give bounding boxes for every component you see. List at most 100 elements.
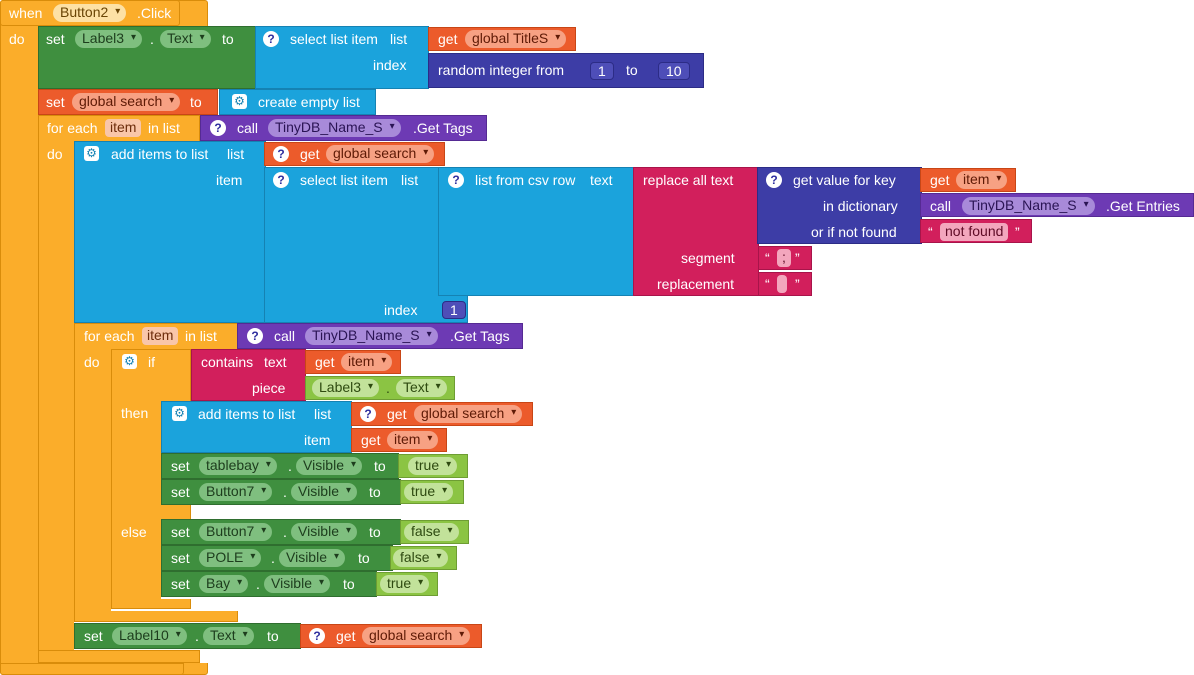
replacement-socket-label: replacement — [657, 276, 735, 292]
index-socket-label: index — [373, 57, 407, 73]
property-dropdown-text[interactable]: Text — [160, 30, 211, 48]
in-dictionary-label: in dictionary — [823, 198, 898, 214]
select-list-item-label: select list item — [300, 172, 388, 188]
set-tablebay-visible-block[interactable] — [161, 453, 399, 479]
dot-separator: . — [271, 550, 275, 566]
method-label-get-tags: .Get Tags — [413, 120, 473, 136]
property-dropdown-text[interactable]: Text — [396, 379, 447, 397]
call-keyword: call — [237, 120, 259, 136]
question-icon[interactable]: ? — [448, 172, 464, 188]
select-list-item-block[interactable] — [255, 26, 429, 89]
to-keyword: to — [369, 524, 381, 540]
method-label-get-entries: .Get Entries — [1106, 198, 1180, 214]
property-dropdown-visible[interactable]: Visible — [296, 457, 362, 475]
property-dropdown-visible[interactable]: Visible — [291, 483, 357, 501]
question-icon[interactable]: ? — [273, 146, 289, 162]
create-empty-list-label: create empty list — [258, 94, 360, 110]
logic-value-dropdown[interactable]: true — [404, 483, 454, 501]
segment-string-value[interactable]: ; — [777, 249, 791, 267]
index-socket-label: index — [384, 302, 418, 318]
variable-dropdown-global-search[interactable]: global search — [414, 405, 523, 423]
component-dropdown-button7[interactable]: Button7 — [199, 523, 273, 541]
variable-dropdown-item[interactable]: item — [956, 171, 1008, 189]
csv-row-label: list from csv row — [475, 172, 576, 188]
replacement-string-value[interactable] — [777, 275, 787, 293]
component-dropdown-tablebay[interactable]: tablebay — [199, 457, 277, 475]
text-socket-label: text — [590, 172, 613, 188]
question-icon[interactable]: ? — [247, 328, 263, 344]
set-button7-visible-block[interactable] — [161, 519, 401, 545]
add-items-to-list-block-2[interactable] — [161, 401, 352, 453]
question-icon[interactable]: ? — [766, 172, 782, 188]
loop-1-footer-fill — [38, 650, 200, 663]
component-dropdown-bay[interactable]: Bay — [199, 575, 249, 593]
logic-value-dropdown[interactable]: true — [408, 457, 458, 475]
select-list-item-label: select list item — [290, 31, 378, 47]
call-keyword: call — [930, 198, 952, 214]
question-icon[interactable]: ? — [360, 406, 376, 422]
property-dropdown-visible[interactable]: Visible — [279, 549, 345, 567]
index-number[interactable]: 1 — [442, 301, 466, 319]
component-dropdown-label3[interactable]: Label3 — [75, 30, 143, 48]
not-found-string-value[interactable]: not found — [940, 223, 1009, 241]
tinydb-component-dropdown[interactable]: TinyDB_Name_S — [962, 197, 1095, 215]
logic-value-dropdown[interactable]: false — [404, 523, 459, 541]
gear-icon[interactable]: ⚙ — [172, 406, 187, 421]
gear-icon[interactable]: ⚙ — [232, 94, 247, 109]
do-label: do — [9, 31, 25, 47]
property-dropdown-visible[interactable]: Visible — [264, 575, 330, 593]
tinydb-component-dropdown[interactable]: TinyDB_Name_S — [268, 119, 401, 137]
list-socket-label: list — [390, 31, 408, 47]
get-keyword: get — [336, 628, 356, 644]
component-dropdown-pole[interactable]: POLE — [199, 549, 262, 567]
random-to-number[interactable]: 10 — [658, 62, 690, 80]
replace-all-text-block[interactable] — [633, 167, 759, 296]
select-list-item-block-2[interactable] — [264, 167, 468, 323]
variable-dropdown-global-search[interactable]: global search — [326, 145, 435, 163]
open-quote: “ — [928, 224, 933, 240]
for-each-label: for each — [84, 328, 135, 344]
segment-socket-label: segment — [681, 250, 735, 266]
get-value-for-key-block[interactable] — [757, 167, 922, 244]
component-dropdown-label3[interactable]: Label3 — [312, 379, 380, 397]
close-quote: ” — [795, 276, 800, 292]
to-keyword: to — [358, 550, 370, 566]
add-items-to-list-block[interactable] — [74, 141, 266, 323]
question-icon[interactable]: ? — [273, 172, 289, 188]
variable-dropdown-global-titles[interactable]: global TitleS — [465, 30, 567, 48]
question-icon[interactable]: ? — [210, 120, 226, 136]
logic-value-dropdown[interactable]: false — [393, 549, 448, 567]
dot-separator: . — [256, 576, 260, 592]
gear-icon[interactable]: ⚙ — [122, 354, 137, 369]
get-keyword: get — [315, 354, 335, 370]
gear-icon[interactable]: ⚙ — [84, 146, 99, 161]
contains-text-block[interactable] — [191, 349, 306, 401]
logic-value-dropdown[interactable]: true — [380, 575, 430, 593]
variable-dropdown-global-search[interactable]: global search — [72, 93, 181, 111]
event-component-dropdown[interactable]: Button2 — [53, 4, 127, 22]
set-button7-visible-block[interactable] — [161, 479, 401, 505]
text-socket-label: text — [264, 354, 287, 370]
component-dropdown-button7[interactable]: Button7 — [199, 483, 273, 501]
list-from-csv-row-block[interactable] — [438, 167, 634, 296]
question-icon[interactable]: ? — [309, 628, 325, 644]
loop-variable-item[interactable]: item — [142, 327, 179, 345]
do-label: do — [47, 146, 63, 162]
property-dropdown-text[interactable]: Text — [203, 627, 254, 645]
tinydb-component-dropdown[interactable]: TinyDB_Name_S — [305, 327, 438, 345]
variable-dropdown-item[interactable]: item — [341, 353, 393, 371]
question-icon[interactable]: ? — [263, 31, 279, 47]
close-quote: ” — [1015, 224, 1020, 240]
variable-dropdown-item[interactable]: item — [387, 431, 439, 449]
property-dropdown-visible[interactable]: Visible — [291, 523, 357, 541]
list-socket-label: list — [401, 172, 419, 188]
item-socket-label: item — [304, 432, 331, 448]
set-keyword: set — [46, 94, 65, 110]
list-socket-label: list — [227, 146, 245, 162]
component-dropdown-label10[interactable]: Label10 — [112, 627, 187, 645]
for-each-label: for each — [47, 120, 98, 136]
variable-dropdown-global-search[interactable]: global search — [362, 627, 471, 645]
loop-variable-item[interactable]: item — [105, 119, 142, 137]
random-integer-label: random integer from — [438, 62, 565, 78]
random-from-number[interactable]: 1 — [590, 62, 614, 80]
